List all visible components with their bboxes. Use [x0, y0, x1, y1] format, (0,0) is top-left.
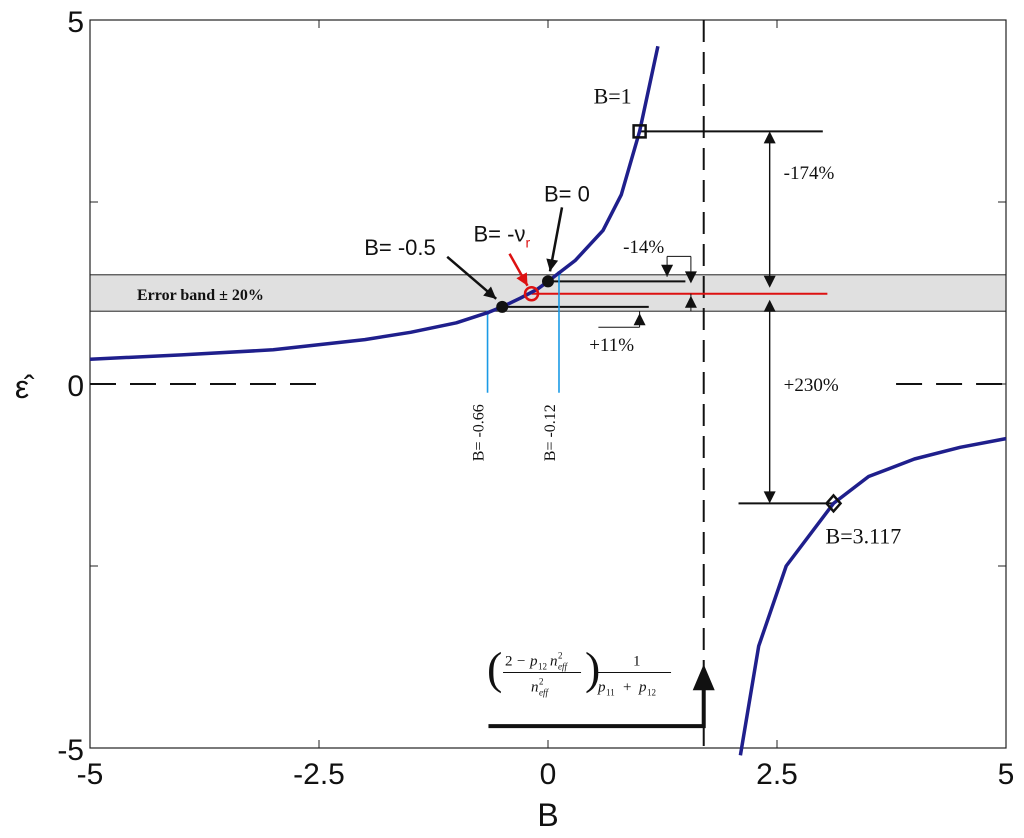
formula-2: 2 [505, 654, 513, 670]
formula-p: p [529, 654, 538, 670]
pct-label-174: -174% [784, 163, 835, 184]
vertical-label: B= -0.66 [471, 404, 488, 461]
error-band-label: Error band ± 20% [137, 287, 264, 304]
formula-n-sup: 2 [558, 651, 563, 661]
point-label-nu: B= -νr [474, 222, 531, 251]
x-tick-label: -2.5 [293, 758, 345, 791]
leader-bm05-head [483, 286, 497, 299]
formula-paren-right: ) [585, 643, 600, 694]
point-label-nu-sub: r [525, 235, 530, 251]
marker-circle [523, 285, 540, 302]
dim-arrow-230-top [763, 299, 776, 312]
point-label-b0: B= 0 [544, 181, 590, 206]
formula-p12b: p [638, 680, 647, 696]
y-tick-label: 5 [67, 6, 84, 39]
point-label-bm05: B= -0.5 [364, 235, 436, 260]
dim-arrow-174-bottom [763, 275, 776, 288]
formula-plus: + [623, 680, 631, 696]
formula-p12b-sub: 12 [647, 688, 656, 698]
curve-left-branch [89, 45, 660, 361]
point-label-b3: B=3.117 [826, 523, 902, 548]
leader-nu-head [516, 272, 528, 286]
formula-n-den-sub: eff [539, 688, 549, 698]
formula-arrow-head [692, 664, 715, 691]
leader-b0-head [546, 258, 559, 272]
marker-dot [542, 275, 554, 288]
marker-square [632, 124, 647, 139]
formula-n-sub: eff [558, 662, 568, 672]
x-tick-label: -5 [77, 758, 104, 791]
formula-paren-left: ( [487, 643, 502, 694]
formula-n-den: n [531, 680, 539, 696]
formula-p11-sub: 11 [606, 688, 615, 698]
y-tick-label: 0 [67, 370, 84, 403]
small-arrow-1 [661, 264, 674, 277]
point-label-b1: B=1 [594, 83, 632, 108]
marker-dot [496, 300, 509, 313]
formula-minus: − [517, 654, 525, 670]
pct-label-14: -14% [623, 237, 664, 258]
formula-arrow [488, 689, 706, 729]
vertical-label: B= -0.12 [542, 404, 559, 461]
y-axis-title: ε̂ [15, 369, 35, 405]
formula-p11: p [597, 680, 606, 696]
y-tick-label: -5 [57, 734, 84, 767]
x-tick-label: 0 [540, 758, 557, 791]
dim-arrow-174-top [763, 131, 776, 144]
marker-diamond [824, 493, 843, 514]
x-tick-label: 2.5 [756, 758, 798, 791]
curve-right-branch [738, 436, 1007, 756]
formula-n: n [550, 654, 558, 670]
x-tick-label: 5 [998, 758, 1015, 791]
dim-arrow-230-bottom [763, 491, 776, 504]
formula-p-sub: 12 [538, 662, 547, 672]
pct-label-230: +230% [784, 375, 839, 396]
x-axis-title: B [537, 797, 558, 833]
formula-n-den-sup: 2 [539, 677, 544, 687]
pct-label-11: +11% [589, 335, 634, 356]
formula-1: 1 [633, 654, 641, 670]
